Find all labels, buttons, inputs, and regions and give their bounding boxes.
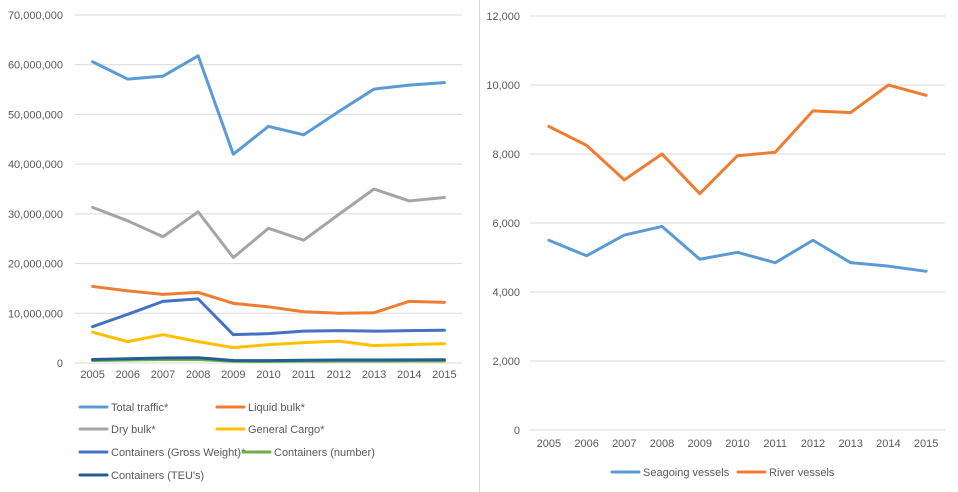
y-axis-tick-label: 30,000,000 [8, 209, 63, 221]
x-axis-year-label: 2012 [327, 369, 351, 381]
legend-label-containers-gross-weight: Containers (Gross Weight)* [111, 447, 246, 459]
x-axis-year-label: 2008 [186, 369, 210, 381]
y-axis-tick-label: 6,000 [492, 218, 520, 230]
legend-label-general-cargo: General Cargo* [248, 424, 325, 436]
x-axis-year-label: 2014 [876, 438, 900, 450]
legend-label-containers-teu-s: Containers (TEU's) [111, 470, 204, 482]
legend-label-total-traffic: Total traffic* [111, 402, 169, 414]
x-axis-year-label: 2007 [612, 438, 636, 450]
x-axis-year-label: 2008 [650, 438, 674, 450]
series-line-containers-gross-weight [91, 297, 446, 337]
series-line-total-traffic [91, 54, 446, 156]
x-axis-year-label: 2006 [574, 438, 598, 450]
y-axis-tick-label: 60,000,000 [8, 60, 63, 72]
x-axis-year-label: 2015 [914, 438, 938, 450]
y-axis-tick-label: 70,000,000 [8, 10, 63, 22]
series-line-general-cargo [91, 330, 446, 350]
x-axis-year-label: 2009 [221, 369, 245, 381]
legend-label-seagoing-vessels: Seagoing vessels [643, 467, 730, 479]
y-axis-tick-label: 8,000 [492, 149, 520, 161]
y-axis-tick-label: 50,000,000 [8, 109, 63, 121]
x-axis-year-label: 2012 [801, 438, 825, 450]
y-axis-tick-label: 40,000,000 [8, 159, 63, 171]
y-axis-tick-label: 0 [57, 358, 63, 370]
y-axis-tick-label: 10,000,000 [8, 308, 63, 320]
vessel-count-chart: 0 2,000 4,000 6,000 8,000 10,000 12,000 2005 200… [486, 11, 945, 479]
x-axis-year-label: 2009 [688, 438, 712, 450]
y-axis-tick-label: 20,000,000 [8, 259, 63, 271]
x-axis-year-label: 2013 [838, 438, 862, 450]
y-axis-tick-label: 10,000 [486, 80, 520, 92]
x-axis-year-label: 2010 [256, 369, 280, 381]
x-axis-year-label: 2011 [763, 438, 787, 450]
legend-label-river-vessels: River vessels [769, 467, 835, 479]
y-axis-tick-label: 2,000 [492, 356, 520, 368]
series-line-dry-bulk [91, 187, 446, 260]
legend-label-dry-bulk: Dry bulk* [111, 424, 156, 436]
legend-label-liquid-bulk: Liquid bulk* [248, 402, 306, 414]
y-axis-tick-label: 0 [514, 425, 520, 437]
y-axis-tick-label: 4,000 [492, 287, 520, 299]
x-axis-year-label: 2015 [432, 369, 456, 381]
legend-label-containers-number: Containers (number) [274, 447, 375, 459]
x-axis-year-label: 2014 [397, 369, 421, 381]
series-line-containers-teu-s [91, 356, 446, 363]
x-axis-year-label: 2007 [151, 369, 175, 381]
y-axis-tick-label: 12,000 [486, 11, 520, 23]
series-line-seagoing-vessels [547, 224, 928, 273]
series-line-river-vessels [547, 83, 928, 196]
x-axis-year-label: 2006 [116, 369, 140, 381]
cargo-traffic-chart: 0 10,000,000 20,000,000 30,000,000 40,000,00… [8, 10, 462, 482]
series-line-liquid-bulk [91, 284, 446, 315]
x-axis-year-label: 2011 [292, 369, 316, 381]
x-axis-year-label: 2005 [80, 369, 104, 381]
panel-divider [479, 0, 480, 492]
x-axis-year-label: 2010 [725, 438, 749, 450]
x-axis-year-label: 2005 [537, 438, 561, 450]
x-axis-year-label: 2013 [362, 369, 386, 381]
